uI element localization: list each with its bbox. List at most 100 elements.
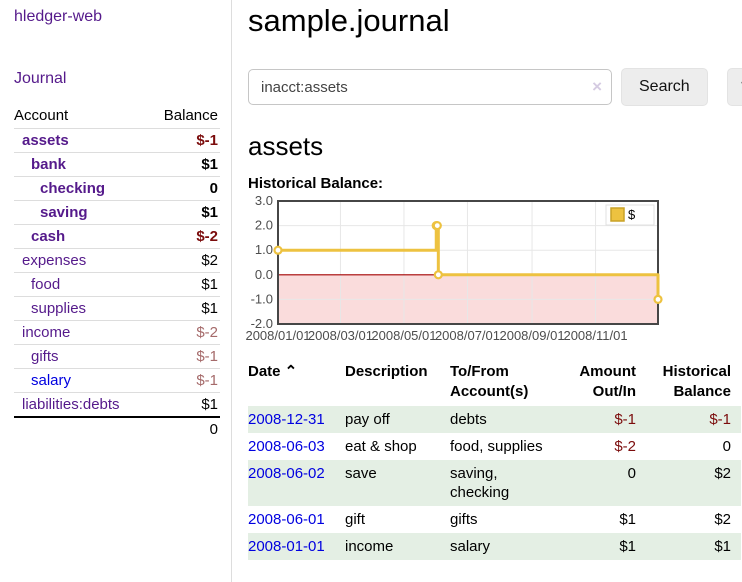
account-link[interactable]: income (22, 324, 71, 341)
svg-text:2008/07/01: 2008/07/01 (435, 328, 500, 343)
transaction-amount-cell: $1 (619, 538, 636, 555)
svg-text:2.0: 2.0 (255, 218, 273, 233)
page-title: sample.journal (248, 3, 450, 38)
account-row: assets $-1 (14, 128, 220, 152)
sort-ascending-icon[interactable]: ⌃ (280, 363, 298, 380)
svg-text:3.0: 3.0 (255, 193, 273, 208)
clear-search-icon[interactable]: × (592, 77, 602, 96)
svg-text:-2.0: -2.0 (251, 316, 273, 331)
account-link[interactable]: bank (31, 156, 67, 173)
transaction-description-cell: eat & shop (345, 438, 417, 455)
transactions-column-header: Amount Out/In (579, 363, 636, 400)
transactions-column-header: Historical Balance (662, 363, 731, 400)
transaction-balance-cell: $-1 (709, 411, 731, 428)
account-row: gifts $-1 (14, 344, 220, 368)
transaction-accounts-cell: salary (450, 538, 491, 555)
transaction-balance-cell: $2 (714, 465, 731, 482)
account-link[interactable]: supplies (31, 300, 87, 317)
account-link[interactable]: assets (22, 132, 69, 149)
account-link[interactable]: checking (40, 180, 106, 197)
transactions-table: Date ⌃ Description To/From Account(s) Amoun… (248, 360, 741, 560)
account-balance: $-2 (196, 324, 218, 341)
account-row: liabilities:debts $1 (14, 392, 220, 416)
transaction-accounts-cell: saving, checking (450, 465, 510, 501)
transaction-amount-cell: 0 (627, 465, 636, 482)
transaction-date-link[interactable]: 2008-06-02 (248, 465, 325, 482)
search-input[interactable] (248, 69, 612, 105)
transaction-date-cell[interactable]: 2008-01-01 (248, 533, 345, 560)
account-row: supplies $1 (14, 296, 220, 320)
account-row: saving $1 (14, 200, 220, 224)
transaction-date-cell[interactable]: 2008-06-01 (248, 506, 345, 533)
svg-text:0.0: 0.0 (255, 267, 273, 282)
transaction-amount-cell: $-2 (614, 438, 636, 455)
account-balance: $-1 (196, 372, 218, 389)
transaction-date-link[interactable]: 2008-06-01 (248, 511, 325, 528)
help-button[interactable]: ? (726, 68, 742, 106)
account-row: expenses $2 (14, 248, 220, 272)
transaction-description-cell: income (345, 538, 394, 555)
account-row: income $-2 (14, 320, 220, 344)
account-link[interactable]: saving (40, 204, 88, 221)
historical-balance-chart: 3.0 2.0 1.0 0.0 -1.0 -2.0 2008/01/01 2008/03/01… (245, 193, 668, 348)
app-title[interactable]: hledger-web (14, 8, 103, 25)
accounts-table-body: assets $-1 bank $1 checking 0 saving $1 cash $-2 e… (14, 128, 220, 416)
transactions-column-header[interactable]: Date ⌃ (248, 363, 298, 380)
account-balance: $2 (201, 252, 218, 269)
accounts-total: 0 (14, 416, 220, 441)
account-row: cash $-2 (14, 224, 220, 248)
account-balance: $1 (201, 204, 218, 221)
account-link[interactable]: expenses (22, 252, 87, 269)
transaction-description-cell: save (345, 465, 377, 482)
transaction-date-link[interactable]: 2008-01-01 (248, 538, 325, 555)
account-balance: $-1 (196, 132, 218, 149)
transaction-accounts-cell: debts (450, 411, 487, 428)
search-button[interactable]: Search (621, 68, 708, 106)
account-balance: $1 (201, 276, 218, 293)
account-balance: $-2 (196, 228, 218, 245)
account-balance: $-1 (196, 348, 218, 365)
transaction-date-cell[interactable]: 2008-12-31 (248, 406, 345, 433)
account-link[interactable]: cash (31, 228, 66, 245)
transaction-row: 2008-06-03 eat & shop food, supplies $-2 0 (248, 433, 741, 460)
main-content: sample.journal × Search ? assets Histori… (232, 0, 742, 582)
transactions-column-header: Description (345, 363, 428, 380)
transaction-description-cell: pay off (345, 411, 390, 428)
transaction-date-cell[interactable]: 2008-06-03 (248, 433, 345, 460)
account-heading: assets (248, 131, 324, 161)
chart-canvas: 3.0 2.0 1.0 0.0 -1.0 -2.02008/01/012008/03/01… (245, 193, 663, 343)
account-row: checking 0 (14, 176, 220, 200)
transaction-date-link[interactable]: 2008-12-31 (248, 411, 325, 428)
chart-label: Historical Balance: (248, 175, 384, 192)
account-link[interactable]: food (31, 276, 61, 293)
svg-text:2008/05/01: 2008/05/01 (371, 328, 436, 343)
transaction-row: 2008-01-01 income salary $1 $1 (248, 533, 741, 560)
transaction-date-cell[interactable]: 2008-06-02 (248, 460, 345, 506)
transaction-row: 2008-12-31 pay off debts $-1 $-1 (248, 406, 741, 433)
transactions-header-row: Date ⌃ Description To/From Account(s) Amoun… (248, 360, 741, 406)
account-link[interactable]: liabilities:debts (22, 396, 120, 413)
transaction-accounts-cell: food, supplies (450, 438, 543, 455)
account-balance: $1 (201, 300, 218, 317)
svg-text:1.0: 1.0 (255, 242, 273, 257)
transactions-column-header: To/From Account(s) (450, 363, 529, 400)
accounts-table: Account Balance assets $-1 bank $1 checking 0… (14, 104, 220, 441)
accounts-header-balance: Balance (163, 107, 218, 124)
sidebar: hledger-web Journal Account Balance asse… (0, 0, 232, 582)
transaction-balance-cell: 0 (722, 438, 731, 455)
nav-journal-link[interactable]: Journal (14, 70, 67, 87)
svg-text:2008/09/01: 2008/09/01 (499, 328, 564, 343)
transactions-body: 2008-12-31 pay off debts $-1 $-1 2008-06-03 ea… (248, 406, 741, 560)
transaction-balance-cell: $1 (714, 538, 731, 555)
transaction-date-link[interactable]: 2008-06-03 (248, 438, 325, 455)
transaction-row: 2008-06-02 save saving, checking 0 $2 (248, 460, 741, 506)
svg-text:-1.0: -1.0 (251, 291, 273, 306)
accounts-header-account: Account (14, 107, 69, 124)
account-row: food $1 (14, 272, 220, 296)
account-link[interactable]: gifts (31, 348, 59, 365)
account-link[interactable]: salary (31, 372, 72, 389)
transaction-row: 2008-06-01 gift gifts $1 $2 (248, 506, 741, 533)
svg-text:$: $ (628, 207, 636, 222)
account-balance: $1 (201, 156, 218, 173)
accounts-table-header: Account Balance (14, 104, 220, 128)
